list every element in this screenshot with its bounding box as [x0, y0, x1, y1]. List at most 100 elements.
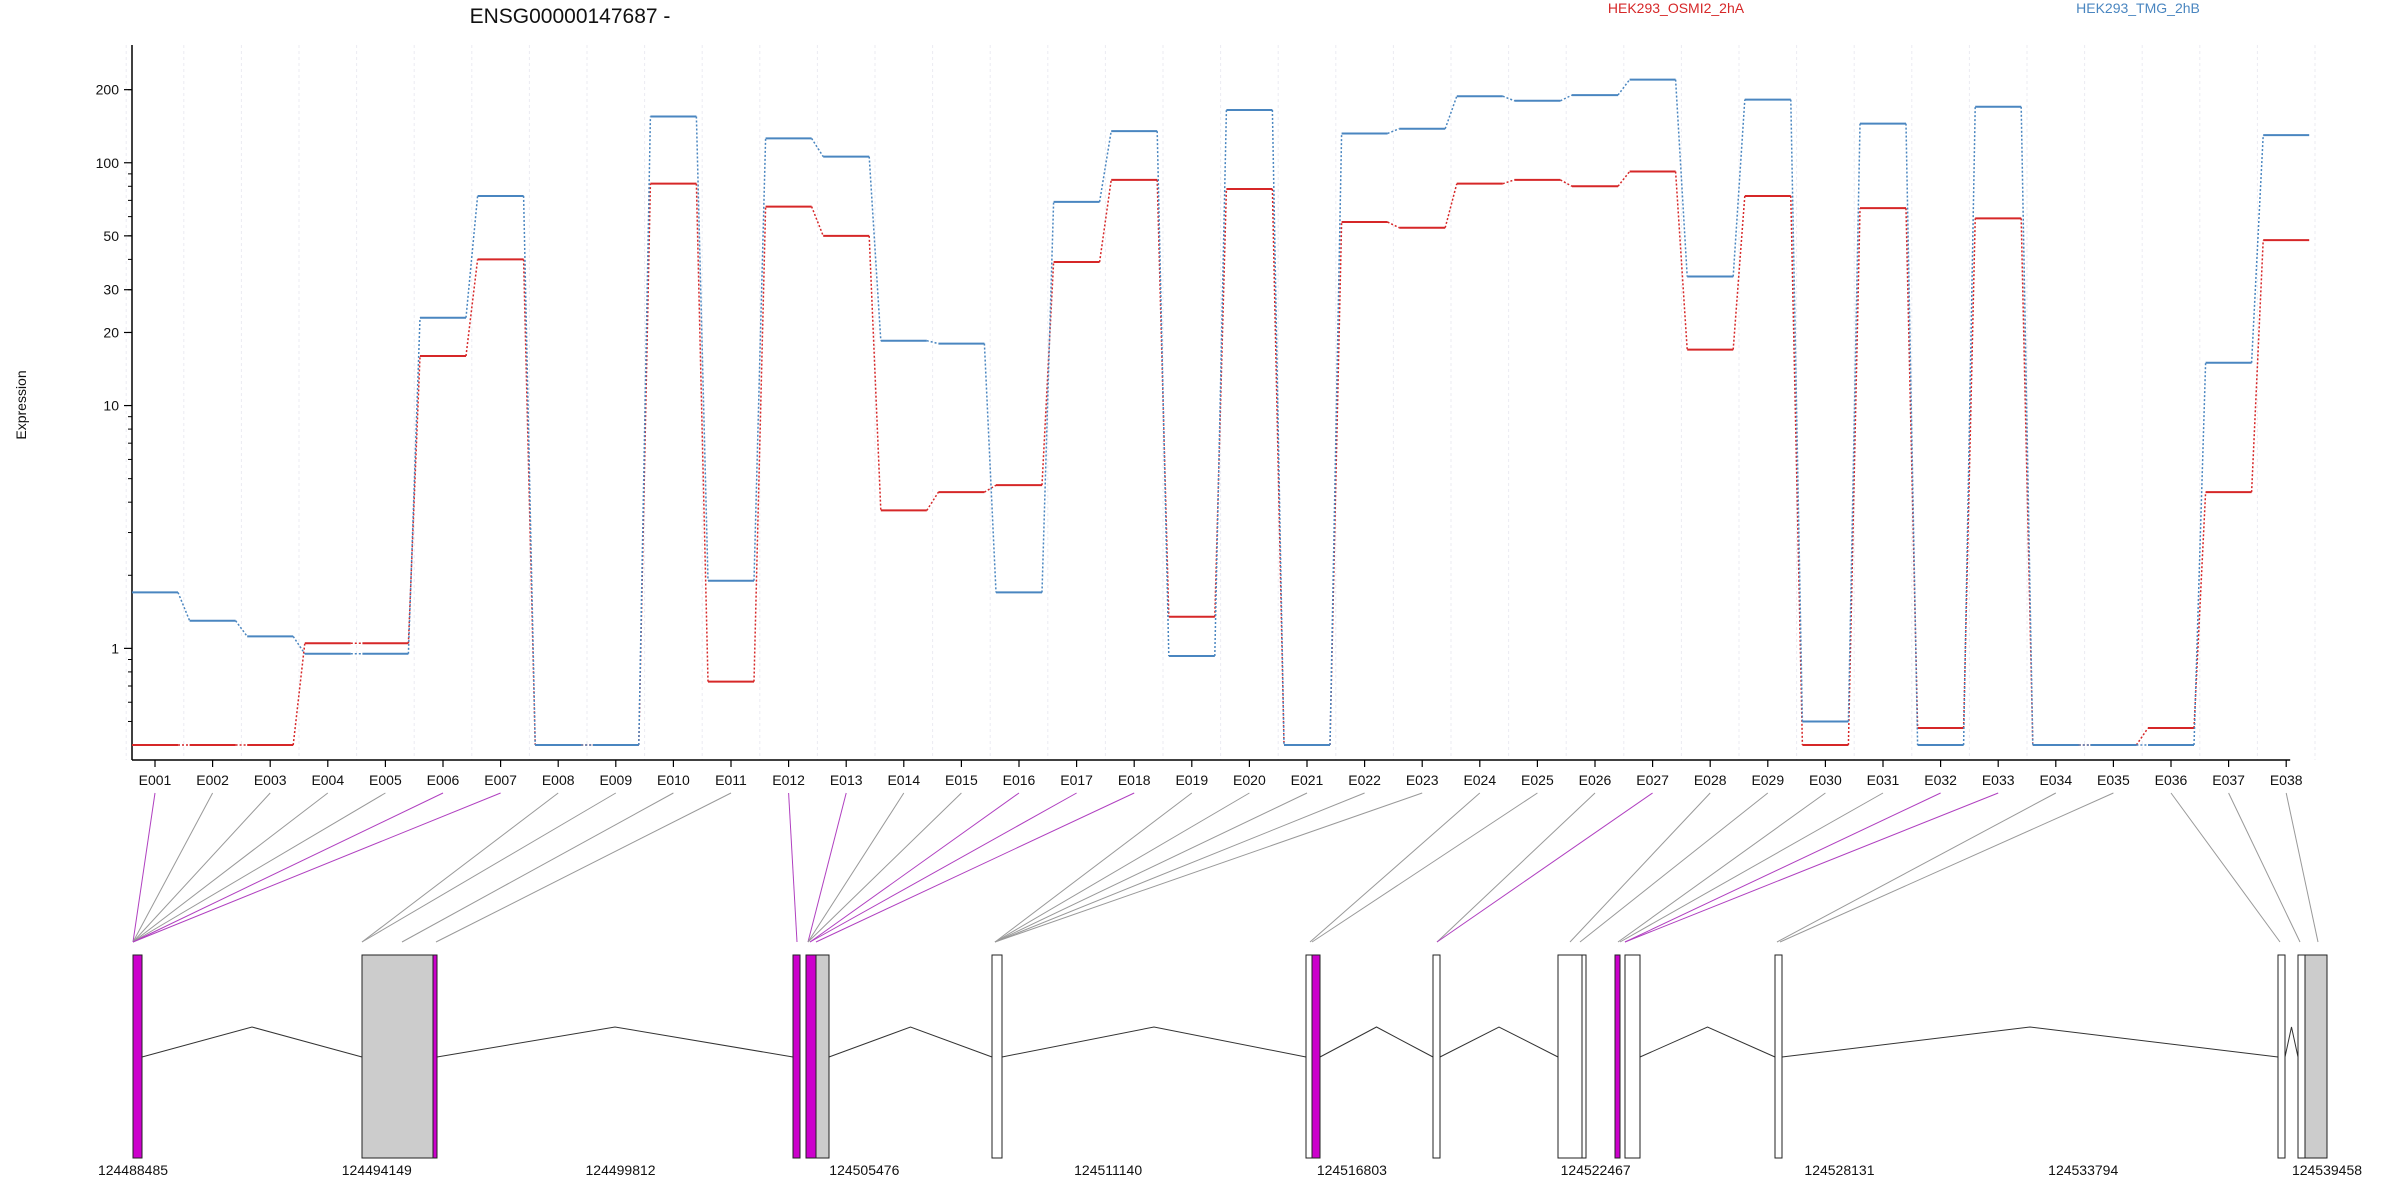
exon-connector [132, 792, 271, 943]
coordinate-label: 124539458 [2292, 1162, 2362, 1178]
x-tick-label: E003 [254, 772, 287, 788]
highlighted-exon [805, 954, 817, 1159]
series-connector [2135, 727, 2149, 746]
intron-line [141, 1026, 363, 1058]
series-connector [810, 206, 824, 237]
x-tick-label: E005 [369, 772, 402, 788]
x-tick-label: E033 [1982, 772, 2015, 788]
intron-line [2284, 1026, 2299, 1058]
exon-connector [132, 792, 329, 943]
x-tick-label: E027 [1636, 772, 1669, 788]
exon-block [2297, 954, 2306, 1159]
exon-connector [994, 792, 1365, 943]
x-tick-label: E029 [1751, 772, 1784, 788]
x-tick-label: E018 [1118, 772, 1151, 788]
exon-connector [809, 792, 1020, 943]
exon-connector [132, 792, 156, 943]
series-connector [177, 592, 191, 621]
intron-line [1001, 1026, 1307, 1058]
coordinate-label: 124528131 [1804, 1162, 1874, 1178]
coordinate-label: 124522467 [1561, 1162, 1631, 1178]
y-tick-label: 30 [103, 282, 119, 298]
exon-connector [132, 792, 501, 943]
x-tick-label: E016 [1003, 772, 1036, 788]
y-tick-label: 10 [103, 398, 119, 414]
x-tick-label: E024 [1463, 772, 1496, 788]
coordinate-label: 124488485 [98, 1162, 168, 1178]
exon-connector [1309, 792, 1481, 943]
exon-connector [361, 792, 617, 943]
exon-block [815, 954, 830, 1159]
x-tick-label: E026 [1579, 772, 1612, 788]
exon-connector [1569, 792, 1711, 943]
series-connector [1214, 109, 1228, 657]
legend-item-series-1: HEK293_OSMI2_2hA [1608, 0, 1745, 16]
y-axis-label: Expression [13, 370, 29, 439]
x-tick-label: E028 [1694, 772, 1727, 788]
exon-connector [1776, 792, 2057, 943]
x-tick-label: E014 [887, 772, 920, 788]
expression-series [132, 78, 2310, 746]
exon-connector [1779, 792, 2114, 943]
x-tick-label: E007 [484, 772, 517, 788]
x-tick-label: E037 [2212, 772, 2245, 788]
series-connector [1732, 195, 1746, 350]
series-connector [1905, 123, 1919, 746]
x-tick-label: E023 [1406, 772, 1439, 788]
exon-connector [994, 792, 1193, 943]
series-connector [1098, 179, 1112, 263]
exon-block [2277, 954, 2286, 1159]
series-connector [868, 156, 882, 341]
exon-connector [815, 792, 1135, 943]
series-connector [1732, 99, 1746, 277]
y-tick-label: 100 [96, 155, 120, 171]
coordinate-label: 124499812 [586, 1162, 656, 1178]
x-tick-label: E030 [1809, 772, 1842, 788]
exon-connector [132, 792, 214, 943]
y-tick-label: 200 [96, 82, 120, 98]
exon-block [1624, 954, 1641, 1159]
series-connector [1674, 79, 1688, 277]
x-tick-label: E015 [945, 772, 978, 788]
exon-block [2304, 954, 2328, 1159]
y-tick-label: 50 [103, 228, 119, 244]
x-tick-label: E009 [599, 772, 632, 788]
x-tick-label: E017 [1060, 772, 1093, 788]
exon-connector [788, 792, 798, 943]
series-connector [1444, 95, 1458, 130]
exon-connector [1624, 792, 1999, 943]
series-connector [292, 636, 306, 655]
series-connector [465, 195, 479, 318]
highlighted-exon [1311, 954, 1321, 1159]
series-connector [695, 116, 709, 581]
series-connector [1674, 171, 1688, 350]
exon-connector [132, 792, 386, 943]
exon-block [361, 954, 436, 1159]
coordinate-label: 124516803 [1317, 1162, 1387, 1178]
intron-line [1781, 1026, 2279, 1058]
x-tick-label: E006 [427, 772, 460, 788]
exon-connector [994, 792, 1423, 943]
x-tick-label: E012 [772, 772, 805, 788]
vertical-gridlines [125, 45, 2316, 760]
series-2 [132, 78, 2310, 746]
x-tick-label: E019 [1175, 772, 1208, 788]
x-tick-label: E022 [1348, 772, 1381, 788]
series-connector [465, 259, 479, 357]
coordinate-label: 124494149 [342, 1162, 412, 1178]
series-connector [1790, 195, 1804, 746]
exon-block [1557, 954, 1583, 1159]
exon-connector [1617, 792, 1826, 943]
series-connector [292, 643, 306, 746]
series-connector [868, 235, 882, 511]
exon-connector [994, 792, 1308, 943]
series-connector [638, 116, 652, 746]
coordinate-label: 124533794 [2048, 1162, 2118, 1178]
exon-connector [1436, 792, 1596, 943]
exon-connector [807, 792, 905, 943]
x-tick-label: E032 [1924, 772, 1957, 788]
exon-connector [435, 792, 732, 943]
exon-connector [807, 792, 847, 943]
chart-title: ENSG00000147687 - [470, 5, 671, 28]
